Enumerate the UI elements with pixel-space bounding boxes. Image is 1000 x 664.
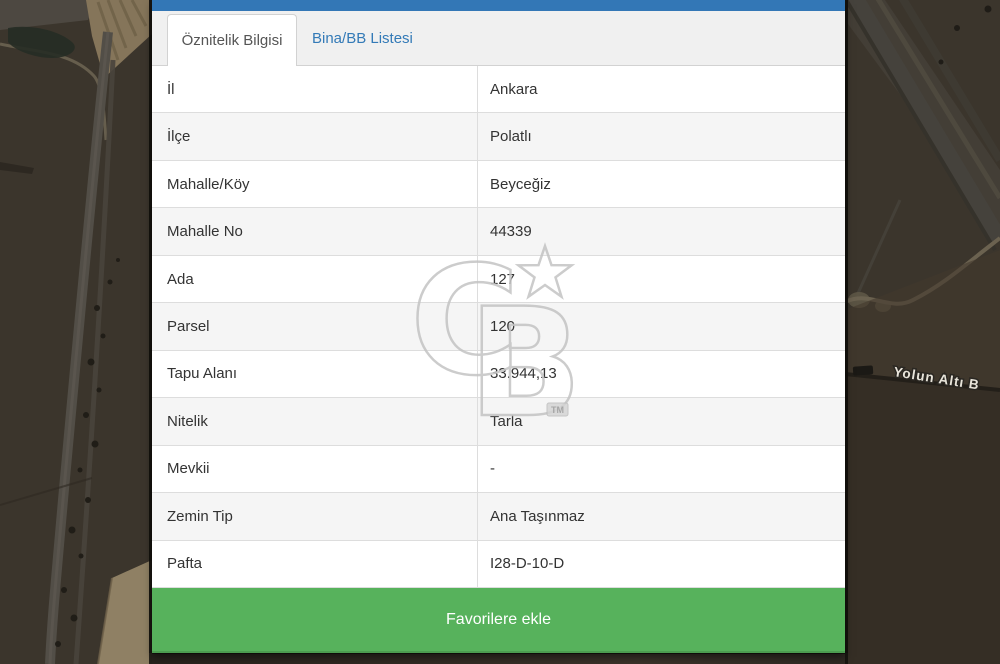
map-field-boundary xyxy=(0,477,93,506)
row-value: 127 xyxy=(490,270,516,288)
satellite-map-right[interactable]: Yolun Altı B xyxy=(845,0,1000,664)
table-row: Ada 127 xyxy=(152,255,845,304)
row-label: Mahalle/Köy xyxy=(152,160,478,208)
tab-bina-bb-listesi[interactable]: Bina/BB Listesi xyxy=(312,30,413,47)
parcel-info-popup: Öznitelik Bilgisi Bina/BB Listesi İl Ank… xyxy=(152,0,845,653)
table-row: Tapu Alanı 33.944,13 xyxy=(152,350,845,399)
row-label: İl xyxy=(152,66,478,113)
row-value: Ana Taşınmaz xyxy=(490,507,585,525)
table-row: Mahalle/Köy Beyceğiz xyxy=(152,160,845,209)
map-road-center xyxy=(48,31,110,664)
map-mid-field xyxy=(845,250,1000,388)
row-label: Pafta xyxy=(152,540,478,587)
row-value: - xyxy=(490,460,495,478)
table-row: İlçe Polatlı xyxy=(152,113,845,161)
row-label: Tapu Alanı xyxy=(152,350,478,398)
map-dark-object xyxy=(852,365,874,376)
table-row: Zemin Tip Ana Taşınmaz xyxy=(152,493,845,541)
map-field-edge xyxy=(97,577,113,664)
panel-edge-shadow xyxy=(149,0,152,664)
row-value: Tarla xyxy=(490,412,523,430)
row-value: 33.944,13 xyxy=(490,365,557,383)
map-dark-streak xyxy=(0,162,34,174)
map-dark-vegetation xyxy=(8,26,75,58)
row-label: Parsel xyxy=(152,303,478,350)
map-side-track xyxy=(73,59,116,664)
table-row: Mevkii - xyxy=(152,445,845,494)
row-label: Mevkii xyxy=(152,445,478,493)
satellite-map-left[interactable] xyxy=(0,0,152,664)
row-value: I28-D-10-D xyxy=(490,555,565,573)
table-row: Nitelik Tarla xyxy=(152,398,845,446)
row-value: Ankara xyxy=(490,80,538,98)
row-value: 120 xyxy=(490,317,516,335)
row-value: 44339 xyxy=(490,223,532,241)
map-field-boundary xyxy=(845,372,1000,392)
row-label: Mahalle No xyxy=(152,208,478,255)
map-field-stripes xyxy=(96,0,148,61)
map-dots xyxy=(938,5,992,65)
attribute-table: İl Ankara İlçe Polatlı Mahalle/Köy Beyce… xyxy=(152,66,845,588)
map-road-stripe xyxy=(875,0,1000,200)
map-road-edge xyxy=(845,0,997,252)
row-value: Beyceğiz xyxy=(490,175,551,193)
row-label: Zemin Tip xyxy=(152,493,478,540)
map-trees xyxy=(55,258,120,647)
table-row: Parsel 120 xyxy=(152,303,845,351)
map-faint-line xyxy=(853,199,902,301)
popup-title-bar xyxy=(152,0,845,11)
map-road-stripe-2 xyxy=(898,0,1000,163)
tab-bar: Öznitelik Bilgisi Bina/BB Listesi xyxy=(152,11,845,66)
row-value: Polatlı xyxy=(490,128,532,146)
tab-oznitelik-bilgisi[interactable]: Öznitelik Bilgisi xyxy=(167,14,297,66)
panel-edge-shadow xyxy=(845,0,848,664)
row-label: Nitelik xyxy=(152,398,478,445)
satellite-map-bottom[interactable] xyxy=(152,653,845,664)
map-lower-field xyxy=(845,374,1000,664)
table-row: Pafta I28-D-10-D xyxy=(152,540,845,588)
add-to-favorites-button[interactable]: Favorilere ekle xyxy=(152,588,845,653)
table-row: Mahalle No 44339 xyxy=(152,208,845,256)
row-label: İlçe xyxy=(152,113,478,160)
row-label: Ada xyxy=(152,255,478,303)
map-road-junction xyxy=(0,0,96,30)
map-road xyxy=(847,0,1000,245)
table-row: İl Ankara xyxy=(152,66,845,114)
